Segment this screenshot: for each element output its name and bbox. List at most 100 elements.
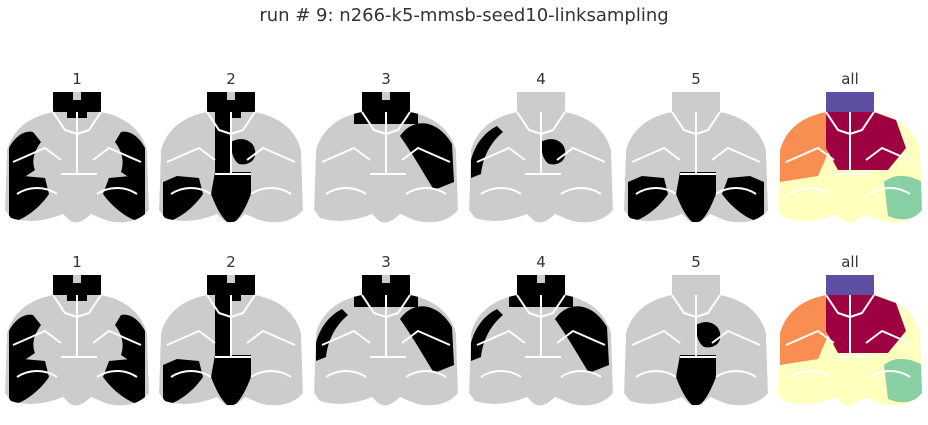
panel-label: 4 bbox=[536, 253, 546, 271]
region-border bbox=[166, 146, 216, 163]
region-border bbox=[96, 370, 138, 378]
brain-panel-r2-2: 2 bbox=[159, 253, 303, 411]
region-border bbox=[405, 370, 447, 378]
region-border bbox=[711, 329, 761, 346]
region-border bbox=[635, 370, 677, 378]
region-border bbox=[560, 370, 602, 378]
region-border bbox=[250, 187, 292, 195]
region-olfactory bbox=[53, 275, 101, 301]
brain-panel-r1-2: 2 bbox=[159, 70, 303, 228]
region-border bbox=[476, 329, 526, 346]
region-border bbox=[321, 146, 371, 163]
panel-label: 3 bbox=[381, 253, 391, 271]
region-border bbox=[385, 294, 411, 318]
brain-map bbox=[314, 275, 458, 406]
figure-title: run # 9: n266-k5-mmsb-seed10-linksamplin… bbox=[259, 5, 669, 26]
region-cluster_1 bbox=[826, 112, 906, 170]
panel-label: 4 bbox=[536, 70, 546, 88]
region-olfactory bbox=[517, 275, 565, 301]
brain-panel-r1-1: 1 bbox=[5, 70, 149, 228]
region-border bbox=[325, 370, 367, 378]
region-border bbox=[170, 187, 212, 195]
brain-map bbox=[624, 92, 768, 223]
region-border bbox=[206, 294, 232, 318]
brain-map bbox=[5, 275, 149, 406]
brain-map bbox=[469, 275, 613, 406]
region-border bbox=[92, 329, 142, 346]
panel-label: 5 bbox=[691, 70, 701, 88]
region-border bbox=[361, 294, 387, 318]
region-border bbox=[695, 294, 721, 318]
brain-panel-r2-all: all bbox=[778, 253, 922, 411]
region-border bbox=[170, 370, 212, 378]
region-border bbox=[12, 146, 62, 163]
brain-map bbox=[159, 275, 303, 406]
region-right-lateral bbox=[400, 123, 454, 190]
region-cluster_5 bbox=[826, 275, 874, 295]
region-border bbox=[76, 111, 102, 135]
region-cluster_1 bbox=[826, 295, 906, 353]
region-cluster_4 bbox=[884, 175, 922, 220]
region-olfactory bbox=[362, 275, 410, 301]
brain-map bbox=[778, 275, 922, 406]
region-border bbox=[849, 111, 875, 135]
region-border bbox=[16, 187, 58, 195]
brain-map bbox=[778, 92, 922, 223]
panel-label: 3 bbox=[381, 70, 391, 88]
region-border bbox=[540, 111, 566, 135]
brain-map bbox=[314, 92, 458, 223]
brain-panel-r1-5: 5 bbox=[624, 70, 768, 228]
region-border bbox=[671, 294, 697, 318]
region-border bbox=[12, 329, 62, 346]
region-border bbox=[230, 111, 256, 135]
brain-panel-r1-all: all bbox=[778, 70, 922, 228]
region-border bbox=[671, 111, 697, 135]
brain-panel-r2-5: 5 bbox=[624, 253, 768, 411]
region-border bbox=[405, 187, 447, 195]
region-right-lateral bbox=[400, 306, 454, 373]
region-posterior-center bbox=[676, 355, 716, 405]
region-cluster_2 bbox=[780, 295, 838, 365]
region-border bbox=[52, 294, 78, 318]
region-cluster_2 bbox=[780, 112, 838, 182]
region-border bbox=[246, 146, 296, 163]
panel-label: 1 bbox=[72, 253, 82, 271]
region-border bbox=[325, 187, 367, 195]
brain-panel-r2-4: 4 bbox=[469, 253, 613, 411]
region-left-edge bbox=[471, 309, 503, 361]
region-right-lateral bbox=[555, 306, 609, 373]
region-border bbox=[230, 294, 256, 318]
region-posterior-center bbox=[211, 355, 251, 405]
region-border bbox=[480, 370, 522, 378]
brain-panel-r1-3: 3 bbox=[314, 70, 458, 228]
region-border bbox=[785, 329, 835, 346]
panel-label: 2 bbox=[226, 253, 236, 271]
region-border bbox=[789, 370, 831, 378]
brain-map bbox=[624, 275, 768, 406]
brain-map bbox=[159, 92, 303, 223]
region-border bbox=[250, 370, 292, 378]
region-border bbox=[869, 370, 911, 378]
region-border bbox=[516, 111, 542, 135]
brain-map bbox=[469, 92, 613, 223]
region-border bbox=[361, 111, 387, 135]
region-border bbox=[385, 111, 411, 135]
region-border bbox=[556, 329, 606, 346]
region-border bbox=[556, 146, 606, 163]
region-border bbox=[401, 329, 451, 346]
region-border bbox=[321, 329, 371, 346]
region-border bbox=[715, 187, 757, 195]
panel-label: 2 bbox=[226, 70, 236, 88]
region-border bbox=[711, 146, 761, 163]
region-border bbox=[825, 111, 851, 135]
region-border bbox=[52, 111, 78, 135]
panel-label: 1 bbox=[72, 70, 82, 88]
panel-label: 5 bbox=[691, 253, 701, 271]
region-border bbox=[96, 187, 138, 195]
panel-label: all bbox=[841, 70, 859, 88]
region-medial-strip bbox=[215, 291, 231, 355]
region-border bbox=[825, 294, 851, 318]
region-border bbox=[631, 146, 681, 163]
region-border bbox=[789, 187, 831, 195]
region-left-edge bbox=[316, 309, 348, 361]
